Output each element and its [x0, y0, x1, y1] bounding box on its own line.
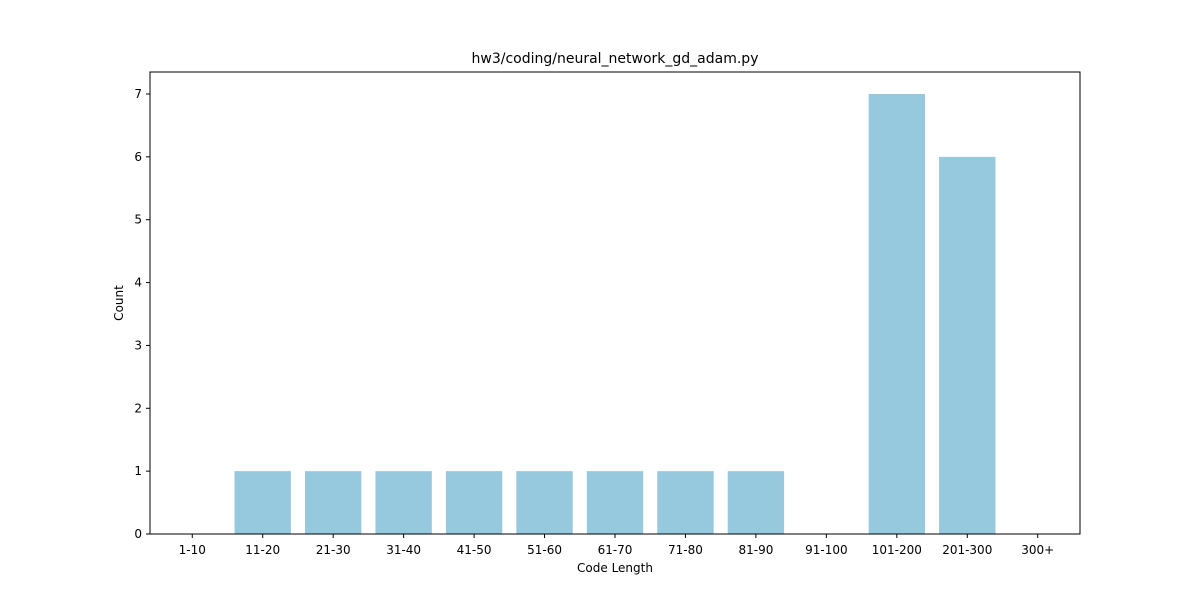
- x-tick-label: 1-10: [179, 543, 206, 557]
- y-tick-label: 5: [134, 213, 142, 227]
- bar-11-20: [234, 471, 291, 534]
- bar-21-30: [305, 471, 362, 534]
- x-axis-label: Code Length: [577, 561, 653, 575]
- bars-layer: [234, 94, 996, 534]
- y-tick-label: 1: [134, 464, 142, 478]
- chart-title: hw3/coding/neural_network_gd_adam.py: [472, 51, 759, 67]
- bar-71-80: [657, 471, 714, 534]
- y-tick-label: 6: [134, 150, 142, 164]
- y-tick-label: 4: [134, 276, 142, 290]
- bar-101-200: [868, 94, 925, 534]
- y-tick-label: 3: [134, 338, 142, 352]
- bar-81-90: [727, 471, 785, 534]
- bar-61-70: [586, 471, 644, 534]
- y-tick-label: 2: [134, 401, 142, 415]
- x-tick-label: 300+: [1021, 543, 1054, 557]
- x-tick-label: 201-300: [942, 543, 992, 557]
- bar-201-300: [939, 156, 996, 534]
- y-axis: 0 1 2 3 4 5 6 7: [134, 87, 150, 541]
- x-tick-label: 101-200: [872, 543, 922, 557]
- bar-41-50: [445, 471, 503, 534]
- x-tick-label: 51-60: [527, 543, 562, 557]
- x-tick-label: 41-50: [457, 543, 492, 557]
- bar-31-40: [375, 471, 432, 534]
- bar-51-60: [516, 471, 573, 534]
- x-tick-label: 71-80: [668, 543, 703, 557]
- y-tick-label: 7: [134, 87, 142, 101]
- x-tick-label: 81-90: [738, 543, 773, 557]
- y-axis-label: Count: [112, 285, 126, 321]
- x-tick-label: 31-40: [386, 543, 421, 557]
- x-tick-label: 61-70: [598, 543, 633, 557]
- x-tick-label: 91-100: [805, 543, 848, 557]
- x-tick-label: 11-20: [245, 543, 280, 557]
- x-axis: 1-10 11-20 21-30 31-40 41-50 51-60 61-70 71-80 8…: [179, 534, 1054, 557]
- x-tick-label: 21-30: [316, 543, 351, 557]
- y-tick-label: 0: [134, 527, 142, 541]
